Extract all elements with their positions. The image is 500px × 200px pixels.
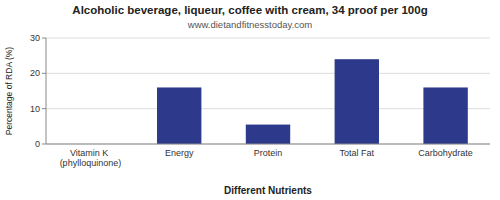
bar (335, 59, 379, 144)
y-tick (42, 38, 46, 39)
grid-line (46, 144, 490, 145)
y-tick (42, 108, 46, 109)
x-tick-label: Energy (165, 148, 194, 158)
y-axis-line (46, 38, 47, 144)
subtitle: www.dietandfitnesstoday.com (187, 19, 313, 30)
x-tick-label: Vitamin K (phylloquinone) (60, 148, 122, 168)
grid-line (46, 38, 490, 39)
x-tick-label: Total Fat (340, 148, 375, 158)
y-axis-title: Percentage of RDA (%) (4, 47, 14, 136)
y-tick-label: 20 (30, 68, 40, 78)
title: Alcoholic beverage, liqueur, coffee with… (72, 4, 427, 16)
x-axis: Vitamin K (phylloquinone) Energy Protein To… (60, 148, 473, 168)
y-tick (42, 144, 46, 145)
y-tick-label: 30 (30, 33, 40, 43)
bar (423, 87, 467, 144)
bars (157, 59, 468, 144)
y-tick (42, 73, 46, 74)
bar (157, 87, 201, 144)
y-tick-label: 10 (30, 104, 40, 114)
x-tick-label: Protein (254, 148, 283, 158)
y-tick-label: 0 (35, 139, 40, 149)
chart-container: Alcoholic beverage, liqueur, coffee with… (0, 0, 500, 200)
x-tick-label: Carbohydrate (418, 148, 473, 158)
bar (246, 125, 290, 144)
chart: Alcoholic beverage, liqueur, coffee with… (0, 0, 500, 200)
grid-line (46, 73, 490, 74)
x-axis-title: Different Nutrients (224, 185, 312, 196)
grid (46, 38, 490, 144)
x-axis-line (46, 144, 490, 145)
y-axis: 0 10 20 30 (30, 33, 46, 149)
